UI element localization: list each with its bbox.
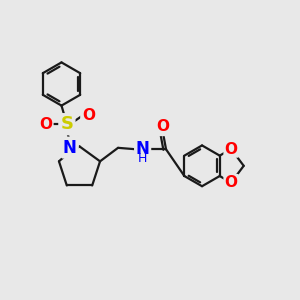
Text: N: N bbox=[136, 140, 150, 158]
Text: H: H bbox=[138, 152, 147, 165]
Text: N: N bbox=[63, 139, 77, 157]
Text: S: S bbox=[60, 115, 74, 133]
Text: O: O bbox=[225, 175, 238, 190]
Text: O: O bbox=[82, 108, 95, 123]
Text: O: O bbox=[225, 142, 238, 157]
Text: O: O bbox=[156, 119, 169, 134]
Text: O: O bbox=[39, 117, 52, 132]
